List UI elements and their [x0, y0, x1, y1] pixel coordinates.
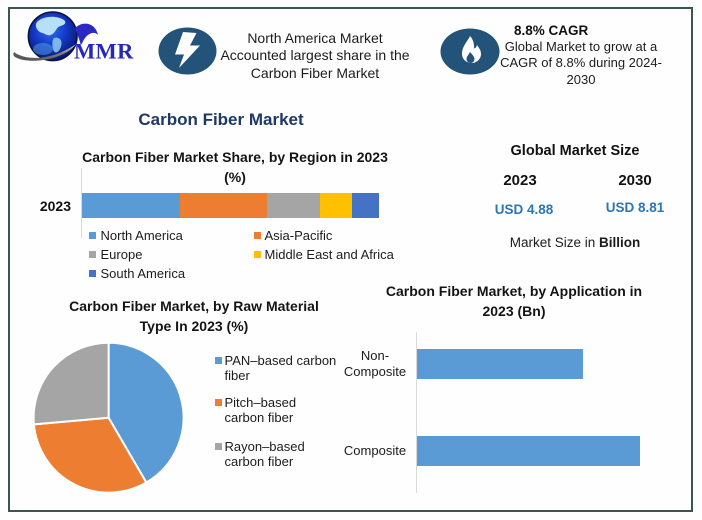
svg-text:MMR: MMR [74, 39, 134, 64]
